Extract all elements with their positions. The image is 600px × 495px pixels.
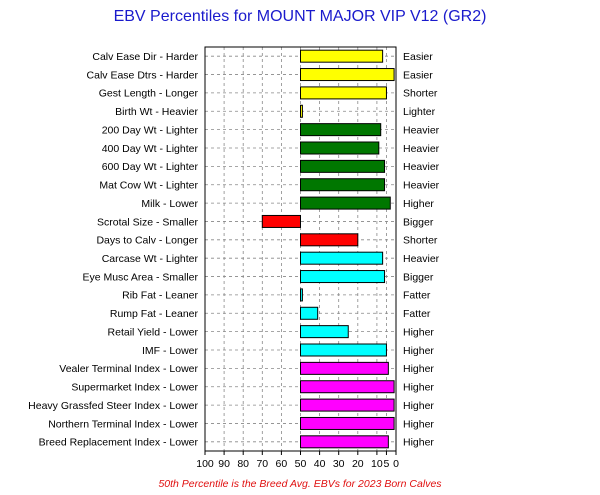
category-label: Heavy Grassfed Steer Index - Lower: [28, 400, 198, 412]
direction-label: Higher: [403, 326, 434, 338]
category-label: Eye Musc Area - Smaller: [82, 271, 198, 283]
category-label: Rump Fat - Leaner: [110, 308, 199, 320]
direction-label: Higher: [403, 400, 434, 412]
x-tick-label: 60: [276, 458, 288, 470]
direction-label: Higher: [403, 198, 434, 210]
direction-label: Higher: [403, 345, 434, 357]
category-label: 200 Day Wt - Lighter: [102, 124, 199, 136]
direction-label: Bigger: [403, 271, 434, 283]
bar: [300, 288, 303, 302]
bar: [300, 233, 359, 247]
direction-label: Higher: [403, 418, 434, 430]
x-tick-label: 20: [352, 458, 364, 470]
bar: [300, 270, 386, 284]
bar: [300, 361, 389, 375]
chart-footnote: 50th Percentile is the Breed Avg. EBVs f…: [158, 478, 442, 490]
category-label: Milk - Lower: [141, 198, 198, 210]
chart-title: EBV Percentiles for MOUNT MAJOR VIP V12 …: [114, 8, 487, 25]
category-label: Vealer Terminal Index - Lower: [59, 363, 198, 375]
category-label: IMF - Lower: [142, 345, 199, 357]
bar: [300, 251, 384, 265]
category-label: Supermarket Index - Lower: [71, 382, 198, 394]
category-label: Rib Fat - Leaner: [122, 290, 198, 302]
bar: [300, 343, 387, 357]
category-label: Northern Terminal Index - Lower: [48, 418, 198, 430]
direction-label: Easier: [403, 51, 433, 63]
category-label: Calv Ease Dir - Harder: [92, 51, 198, 63]
x-tick-label: 30: [333, 458, 345, 470]
direction-label: Higher: [403, 363, 434, 375]
category-label: Scrotal Size - Smaller: [97, 216, 198, 228]
bar: [300, 123, 382, 137]
category-label: Mat Cow Wt - Lighter: [99, 180, 198, 192]
category-label: 600 Day Wt - Lighter: [102, 161, 199, 173]
direction-label: Bigger: [403, 216, 434, 228]
bar: [300, 416, 395, 430]
bar: [300, 178, 386, 192]
category-label: Breed Replacement Index - Lower: [39, 437, 199, 449]
x-tick-label: 5: [384, 458, 390, 470]
bar: [300, 68, 395, 82]
bar: [300, 86, 387, 100]
direction-label: Higher: [403, 382, 434, 394]
direction-label: Heavier: [403, 161, 440, 173]
direction-labels: Easier Easier Shorter Lighter Heavier Heavier…: [403, 51, 440, 449]
bar: [300, 325, 349, 339]
direction-label: Fatter: [403, 290, 431, 302]
category-labels: Calv Ease Dir - Harder Calv Ease Dtrs - H…: [28, 51, 198, 449]
bar: [300, 196, 391, 210]
direction-label: Shorter: [403, 88, 438, 100]
direction-label: Heavier: [403, 180, 440, 192]
x-tick-label: 10: [371, 458, 383, 470]
bar: [300, 398, 395, 412]
category-label: Birth Wt - Heavier: [115, 106, 198, 118]
x-tick-label: 90: [218, 458, 230, 470]
category-label: Days to Calv - Longer: [96, 235, 198, 247]
x-tick-label: 0: [393, 458, 399, 470]
bars: [261, 49, 395, 449]
category-label: Gest Length - Longer: [99, 88, 199, 100]
direction-label: Lighter: [403, 106, 436, 118]
direction-label: Heavier: [403, 253, 440, 265]
bar: [300, 435, 389, 449]
x-tick-label: 80: [237, 458, 249, 470]
category-label: Retail Yield - Lower: [108, 326, 199, 338]
bar: [300, 141, 380, 155]
x-axis-ticks: 100 90 80 70 60 50 40 30 20 10 5 0: [196, 451, 399, 470]
x-tick-label: 50: [295, 458, 307, 470]
bar: [261, 214, 301, 228]
category-label: 400 Day Wt - Lighter: [102, 143, 199, 155]
direction-label: Shorter: [403, 235, 438, 247]
bar: [300, 104, 303, 118]
bar: [300, 380, 395, 394]
direction-label: Higher: [403, 437, 434, 449]
direction-label: Fatter: [403, 308, 431, 320]
category-label: Calv Ease Dtrs - Harder: [87, 69, 199, 81]
bar: [300, 306, 319, 320]
direction-label: Heavier: [403, 143, 440, 155]
category-label: Carcase Wt - Lighter: [102, 253, 199, 265]
direction-label: Easier: [403, 69, 433, 81]
x-tick-label: 100: [196, 458, 214, 470]
bar: [300, 159, 386, 173]
x-tick-label: 40: [314, 458, 326, 470]
x-tick-label: 70: [256, 458, 268, 470]
bar: [300, 49, 384, 63]
direction-label: Heavier: [403, 124, 440, 136]
